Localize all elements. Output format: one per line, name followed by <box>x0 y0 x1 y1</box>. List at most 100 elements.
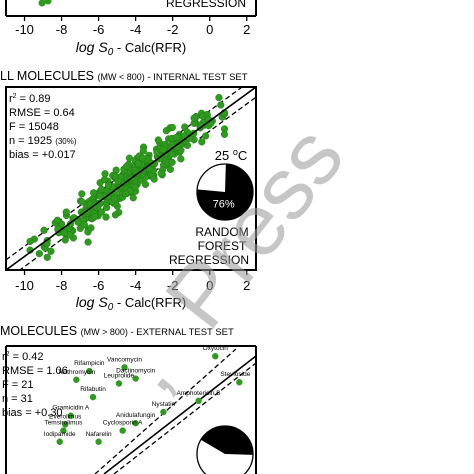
stat-rmse: RMSE = 0.64 <box>9 107 75 119</box>
x-tick-label: -2 <box>167 22 179 37</box>
data-point <box>60 427 67 434</box>
data-point <box>172 133 181 142</box>
stat-r2: r2 = 0.42 <box>2 351 44 363</box>
internal-xlabel: log S0 - Calc(RFR) <box>76 294 186 313</box>
data-point <box>134 159 142 168</box>
data-point <box>73 376 80 383</box>
method-line-3: REGRESSION <box>169 253 249 267</box>
data-point <box>119 427 126 434</box>
data-point <box>122 162 131 171</box>
top-panel-xlabel: log S0 - Calc(RFR) <box>76 39 186 58</box>
xlabel-subscript: 0 <box>108 302 114 313</box>
pie-percent-label: 42% <box>213 460 235 472</box>
data-point <box>26 237 34 246</box>
point-label: Everolimus <box>49 413 82 420</box>
pie-inner-label: ±0.5 <box>227 438 244 448</box>
x-tick-label: -2 <box>167 278 179 293</box>
data-point <box>202 132 210 140</box>
x-tick-label: -8 <box>56 22 68 37</box>
data-point <box>80 221 88 229</box>
data-point <box>97 185 106 193</box>
point-label: Vancomycin <box>107 356 142 363</box>
data-point <box>166 165 174 173</box>
data-point <box>220 130 229 138</box>
data-point <box>78 190 86 198</box>
data-point <box>40 226 48 234</box>
x-tick-label: -4 <box>130 22 142 37</box>
data-point <box>114 177 122 185</box>
internal-frame <box>5 86 257 271</box>
data-point <box>217 101 225 109</box>
point-label: Amphotericin B <box>177 390 221 397</box>
point-label: Nystatin <box>152 401 176 408</box>
top-panel-annotation: REGRESSION <box>166 0 246 10</box>
x-tick-label: 2 <box>243 278 250 293</box>
data-point <box>53 216 62 224</box>
stat-n: n = 1925 (30%) <box>9 135 77 147</box>
point-label: Oxytocin <box>203 345 229 352</box>
data-point <box>111 211 120 219</box>
point-label: Telithromycin <box>57 369 95 376</box>
data-point <box>157 169 165 177</box>
data-point <box>121 364 128 371</box>
top-panel-ticks: -10 -8 -6 -4 -2 0 2 <box>15 16 250 37</box>
top-panel: REGRESSION -10 -8 -6 -4 -2 0 2 log S0 - Calc(R… <box>5 0 257 58</box>
data-point <box>89 189 98 197</box>
internal-plot-area <box>6 87 256 270</box>
pie-percent-label: 76% <box>213 198 235 210</box>
data-point <box>141 180 150 188</box>
data-point <box>132 375 139 382</box>
data-point <box>150 175 158 183</box>
data-point <box>67 412 75 419</box>
data-point <box>56 438 63 445</box>
internal-identity-line <box>6 87 256 270</box>
data-point <box>215 94 223 102</box>
data-point <box>121 189 129 198</box>
external-accuracy-pie: ±0.5 42% <box>196 425 254 474</box>
x-tick-label: -6 <box>93 278 105 293</box>
internal-stats: r2 = 0.89 RMSE = 0.64 F = 15048 n = 1925… <box>9 93 77 161</box>
title-main: LL MOLECULES <box>0 69 94 83</box>
point-label: Anidulafungin <box>116 412 156 419</box>
data-point <box>115 380 123 387</box>
data-point <box>47 247 55 255</box>
data-point <box>74 218 82 226</box>
data-point <box>168 123 176 132</box>
point-label: Rifabutin <box>80 386 106 393</box>
pie-wedge-within-0.5 <box>200 425 253 455</box>
point-label: Dactinomycin <box>116 368 155 375</box>
external-panel-title: MOLECULES (MW > 800) - EXTERNAL TEST SET <box>0 324 234 338</box>
internal-panel: LL MOLECULES (MW < 800) - INTERNAL TEST … <box>0 69 257 313</box>
stat-bias: bias = +0.30 <box>2 407 63 419</box>
pie-inner-label: ±0.5 <box>227 176 244 186</box>
data-point <box>78 198 86 206</box>
data-point <box>125 154 134 162</box>
data-point <box>61 236 69 244</box>
watermark-dot: , <box>97 329 190 409</box>
point-label: Iodipamide <box>44 431 76 438</box>
external-stats: r2 = 0.42 RMSE = 1.06 F = 21 n = 31 bias… <box>2 351 68 419</box>
data-point <box>198 138 206 146</box>
xlabel-subscript: 0 <box>108 47 114 58</box>
point-label: Temsirolimus <box>44 420 83 427</box>
xlabel-prefix: log S <box>76 294 109 310</box>
point-label: Nafarelin <box>86 431 112 438</box>
title-main: MOLECULES <box>0 324 77 338</box>
stat-rmse: RMSE = 1.06 <box>2 365 68 377</box>
x-tick-label: -6 <box>93 22 105 37</box>
xlabel-prefix: log S <box>76 39 109 55</box>
data-point <box>131 183 139 191</box>
data-point <box>236 379 243 386</box>
title-tail: - EXTERNAL TEST SET <box>128 327 234 338</box>
data-point <box>195 397 202 405</box>
point-label: Leuprolide <box>104 372 135 379</box>
internal-accuracy-pie: ±0.5 76% <box>196 163 254 221</box>
method-line-2: FOREST <box>198 239 247 253</box>
title-sub: (MW > 800) <box>81 327 128 337</box>
data-point <box>154 136 162 144</box>
stat-n: n = 31 <box>2 393 33 405</box>
data-point <box>97 208 105 216</box>
data-point <box>168 150 176 158</box>
stat-f: F = 15048 <box>9 121 59 133</box>
